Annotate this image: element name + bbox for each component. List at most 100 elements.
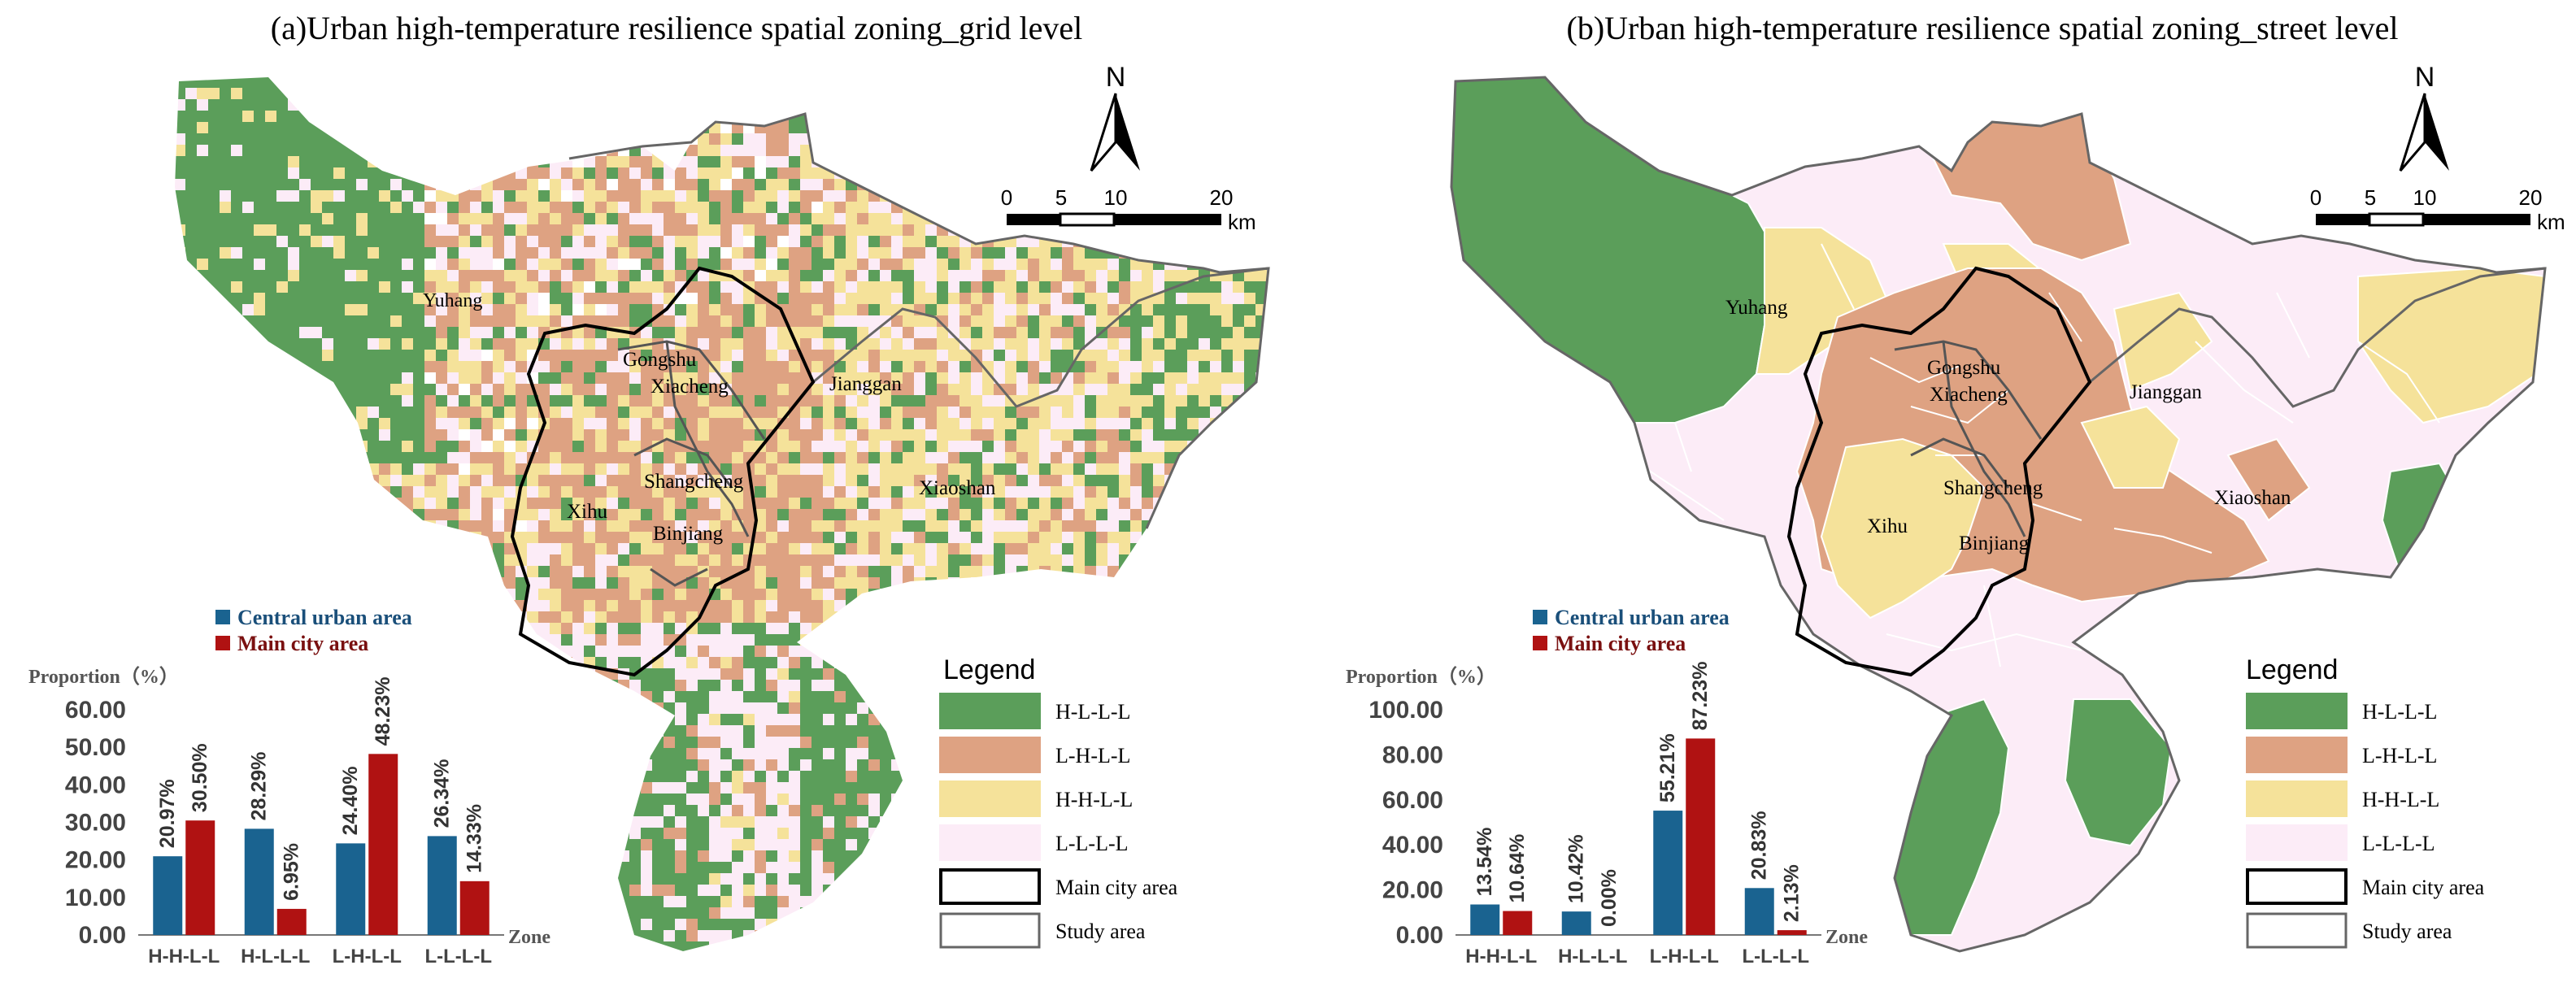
series-label-0: Central urban area [1555, 606, 1730, 629]
north-arrow-icon [1116, 93, 1140, 171]
bar-central-h-l-l-l [1561, 911, 1591, 935]
y-tick-label: 50.00 [65, 734, 126, 761]
legend-swatch-hlll [939, 693, 1041, 729]
legend-label-llll-b: L-L-L-L [2362, 832, 2435, 855]
x-axis-title: Zone [1825, 927, 1868, 948]
legend-swatch-main [939, 868, 1041, 905]
legend-title-b: Legend [2246, 654, 2338, 685]
legend-label-lhll: L-H-L-L [1055, 744, 1130, 767]
series-swatch-1 [215, 636, 230, 650]
bar-central-l-h-l-l [1653, 811, 1683, 935]
district-lines-b [1894, 340, 2043, 537]
bar-main-l-h-l-l [1686, 738, 1716, 935]
legend-label-hhll-b: H-H-L-L [2362, 788, 2439, 811]
bar-chart-b: Central urban area Main city area Proporti… [1346, 606, 1868, 967]
north-arrow: N [1090, 62, 1140, 172]
legend-a: Legend H-L-L-L L-H-L-L H-H-L-L L-L-L-L M… [939, 654, 1178, 949]
place-xihu-b: Xihu [1867, 515, 1908, 537]
legend-swatch-hlll-b [2246, 693, 2348, 729]
x-axis-title: Zone [508, 927, 550, 948]
data-label: 26.34% [431, 759, 454, 828]
bar-central-h-h-l-l [153, 856, 183, 935]
scale-unit-b: km [2537, 210, 2565, 234]
bar-chart-a: Central urban area Main city area Proporti… [28, 606, 550, 967]
y-tick-label: 0.00 [1396, 922, 1443, 949]
north-arrow-icon-b [2425, 93, 2449, 171]
category-label: L-L-L-L [1742, 946, 1809, 967]
data-label: 55.21% [1656, 733, 1679, 802]
main-city-outline-b[interactable] [1786, 266, 2092, 677]
series-label-1: Main city area [1555, 632, 1686, 655]
category-label: H-L-L-L [241, 946, 310, 967]
scale-bar: 0 5 10 20 km [1001, 185, 1256, 234]
place-binjiang: Binjiang [653, 523, 724, 545]
y-tick-label: 80.00 [1382, 741, 1443, 768]
bar-main-l-h-l-l [368, 754, 398, 935]
place-binjiang-b: Binjiang [1959, 533, 2030, 554]
legend-b: Legend H-L-L-L L-H-L-L H-H-L-L L-L-L-L M… [2246, 654, 2485, 949]
data-label: 20.97% [156, 779, 179, 848]
jianggan-outline-b [2089, 267, 2546, 408]
place-xiacheng: Xiacheng [651, 376, 729, 398]
place-gongshu-b: Gongshu [1927, 357, 2001, 379]
category-label: L-H-L-L [1650, 946, 1719, 967]
study-area-outline-b [1450, 76, 2547, 953]
data-label: 14.33% [463, 804, 486, 873]
y-tick-label: 0.00 [79, 922, 126, 949]
scale-tick-10-b: 10 [2413, 185, 2437, 210]
zone-jianggan-hhll [2113, 291, 2213, 392]
panel-a: (a)Urban high-temperature resilience spa… [28, 10, 1270, 967]
legend-label-main: Main city area [1055, 876, 1178, 899]
zone-mid-hhll [2080, 405, 2181, 489]
data-label: 87.23% [1689, 662, 1712, 731]
place-jianggan: Jianggan [829, 373, 902, 395]
bar-central-h-h-l-l [1470, 904, 1500, 935]
bar-central-l-l-l-l [427, 836, 457, 935]
y-tick-label: 40.00 [65, 772, 126, 798]
zone-south-hlll-2 [2064, 698, 2173, 847]
legend-title: Legend [943, 654, 1035, 685]
legend-swatch-hhll-b [2246, 780, 2348, 817]
series-swatch-0 [215, 610, 230, 624]
legend-label-llll: L-L-L-L [1055, 832, 1129, 855]
y-tick-label: 10.00 [65, 885, 126, 911]
map-b-outlines: Yuhang Gongshu Xiacheng Jianggan Shangch… [1450, 76, 2547, 953]
y-tick-label: 60.00 [1382, 787, 1443, 814]
scale-bar-b: 0 5 10 20 km [2310, 185, 2565, 234]
category-label: L-L-L-L [424, 946, 492, 967]
bar-central-h-l-l-l [244, 828, 274, 935]
north-label: N [1106, 62, 1126, 93]
district-lines [617, 340, 766, 587]
category-label: H-H-L-L [148, 946, 220, 967]
data-label: 20.83% [1748, 811, 1771, 880]
legend-swatch-main-b [2246, 868, 2348, 905]
zone-east-lhll [2226, 437, 2311, 522]
place-xiaoshan-b: Xiaoshan [2214, 487, 2291, 509]
jianggan-outline [812, 267, 1269, 408]
place-jianggan-b: Jianggan [2130, 381, 2202, 403]
legend-label-hlll-b: H-L-L-L [2362, 700, 2437, 724]
legend-label-study-b: Study area [2362, 920, 2452, 943]
data-label: 24.40% [339, 767, 362, 836]
zone-yuhang-hlll [1451, 77, 1782, 424]
data-label: 0.00% [1598, 869, 1621, 927]
category-label: H-H-L-L [1465, 946, 1537, 967]
data-label: 48.23% [372, 677, 394, 746]
scale-tick-5: 5 [1055, 185, 1067, 210]
zone-xihu-hhll [1820, 437, 1986, 620]
main-city-outline[interactable] [510, 266, 816, 677]
y-tick-label: 30.00 [65, 810, 126, 837]
bar-main-h-l-l-l [276, 908, 307, 935]
scale-tick-20-b: 20 [2519, 185, 2543, 210]
scale-unit: km [1228, 210, 1256, 234]
place-shangcheng: Shangcheng [644, 471, 744, 493]
legend-swatch-lhll-b [2246, 737, 2348, 773]
legend-label-hhll: H-H-L-L [1055, 788, 1133, 811]
data-label: 13.54% [1473, 828, 1496, 897]
panel-b-title: (b)Urban high-temperature resilience spa… [1567, 10, 2399, 46]
panel-b: (b)Urban high-temperature resilience spa… [1346, 10, 2565, 967]
legend-label-main-b: Main city area [2362, 876, 2485, 899]
bar-main-l-l-l-l [459, 880, 490, 935]
place-shangcheng-b: Shangcheng [1943, 477, 2043, 499]
